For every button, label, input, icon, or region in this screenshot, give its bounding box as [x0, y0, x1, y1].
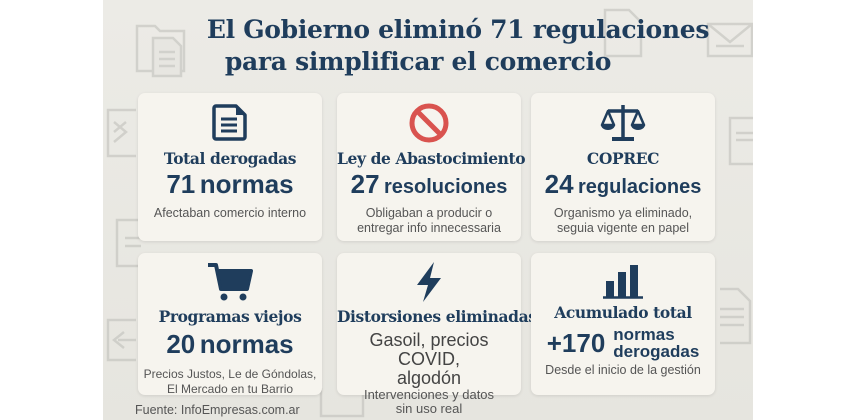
lightning-icon: [417, 262, 441, 302]
card-acumulado-total: Acumulado total +170 normas derogadas De…: [531, 253, 715, 395]
card-heading: Ley de Abastocimiento: [337, 149, 526, 168]
card-value: 20 normas: [138, 329, 322, 364]
value-number: 24: [544, 169, 574, 199]
card-description: Afectaban comercio interno: [153, 206, 307, 220]
card-value: Gasoil, precios COVID, algodón: [337, 331, 521, 388]
card-ley-abastecimiento: Ley de Abastocimiento 27 resoluciones Ob…: [337, 93, 526, 241]
card-value: 24 regulaciones: [531, 169, 715, 204]
document-bg-icon-3: [720, 287, 752, 345]
card-value: 71 normas: [138, 169, 322, 204]
envelope-bg-icon-3: [106, 318, 136, 362]
card-description-line-1: Organismo ya eliminado,: [553, 206, 693, 220]
value-line-2: algodón: [396, 368, 462, 388]
document-bg-icon-5: [319, 388, 365, 418]
value-line-1: Gasoil, precios COVID,: [369, 330, 489, 369]
value-unit: resoluciones: [383, 176, 508, 198]
envelope-bg-icon-2: [106, 108, 136, 158]
value-unit: regulaciones: [577, 176, 702, 198]
card-total-derogadas: Total derogadas 71 normas Afectaban come…: [138, 93, 322, 241]
value-unit-line-2: derogadas: [613, 342, 700, 361]
document-bg-icon-2: [728, 116, 753, 166]
document-bg-icon: [603, 8, 643, 58]
prohibited-icon: [409, 103, 449, 143]
title-line-2: para simplificar el comercio: [224, 47, 612, 76]
page-title: El Gobierno eliminó 71 regulaciones para…: [103, 14, 753, 78]
card-description-line-2: entregar info innecessaria: [357, 221, 501, 235]
card-description: Desde el inicio de la gestión: [545, 363, 701, 377]
document-icon: [212, 104, 247, 141]
card-heading: Acumulado total: [554, 303, 692, 322]
value-unit: normas: [199, 329, 294, 359]
card-value: +170 normas derogadas: [531, 326, 715, 360]
source-credit: Fuente: InfoEmpresas.com.ar: [135, 403, 300, 417]
bar-chart-icon: [603, 265, 643, 299]
card-description-line-2: seguia vigente en papel: [556, 221, 690, 235]
card-distorsiones-eliminadas: Distorsiones eliminadas Gasoil, precios …: [337, 253, 537, 416]
cart-icon: [208, 263, 253, 301]
card-heading: Total derogadas: [163, 149, 297, 168]
title-line-1: El Gobierno eliminó 71 regulaciones: [206, 15, 710, 44]
card-coprec: COPREC 24 regulaciones Organismo ya elim…: [531, 93, 715, 241]
value-number: 20: [166, 329, 196, 359]
card-heading: Distorsiones eliminadas: [337, 307, 537, 326]
card-heading: COPREC: [586, 149, 660, 168]
card-description-line-1: Intervenciones y datos: [363, 387, 495, 402]
envelope-bg-icon: [706, 22, 753, 58]
card-description-line-2: El Mercado en tu Barrio: [166, 382, 294, 396]
value-unit: normas derogadas: [613, 326, 699, 360]
value-number: 71: [166, 169, 196, 199]
card-description-line-2: sin uso real: [395, 401, 463, 416]
card-description-line-1: Precios Justos, Le de Góndolas,: [143, 367, 317, 381]
card-heading: Programas viejos: [158, 307, 302, 326]
infographic-panel: El Gobierno eliminó 71 regulaciones para…: [103, 0, 753, 420]
value-unit: normas: [199, 169, 294, 199]
card-programas-viejos: Programas viejos 20 normas Precios Justo…: [138, 253, 322, 396]
scales-icon: [600, 105, 646, 141]
card-description-line-1: Obligaban a producir o: [365, 206, 493, 220]
value-number: 27: [350, 169, 380, 199]
value-number: +170: [546, 327, 606, 358]
value-unit-line-1: normas: [613, 325, 675, 344]
card-value: 27 resoluciones: [337, 169, 521, 204]
folder-document-bg-icon: [135, 24, 186, 78]
